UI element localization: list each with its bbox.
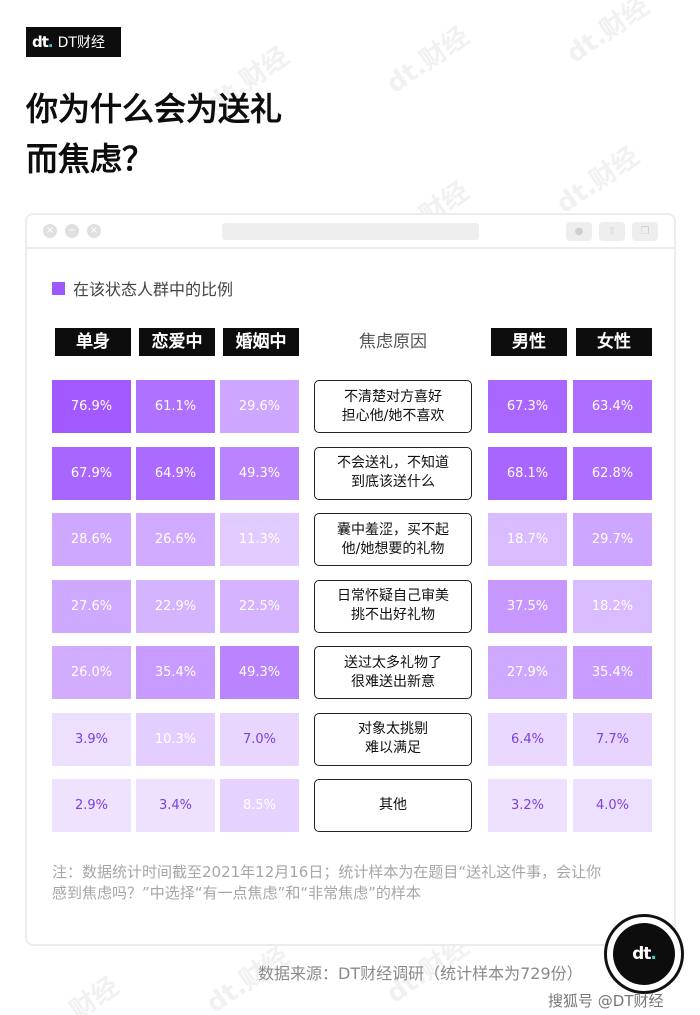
chart-legend: 在该状态人群中的比例	[52, 276, 233, 300]
heatmap-cell: 3.9%	[52, 712, 131, 766]
heatmap-cell: 37.5%	[488, 579, 567, 633]
reason-text: 囊中羞涩，买不起 他/她想要的礼物	[337, 521, 449, 559]
heatmap-cell: 7.7%	[573, 712, 652, 766]
brand-logo: dt. DT财经	[26, 27, 121, 57]
share-icon: ⇧	[599, 222, 625, 241]
reason-line: 不会送礼，不知道	[337, 455, 449, 471]
heatmap-cell: 3.4%	[136, 779, 215, 832]
watermark: dt.财经	[31, 971, 125, 1015]
heatmap-cell: 26.0%	[52, 646, 131, 699]
reason-text: 不会送礼，不知道 到底该送什么	[337, 454, 449, 492]
heatmap-cell: 7.0%	[220, 712, 299, 766]
column-header-reason: 焦虑原因	[359, 332, 427, 352]
reason-line: 其他	[379, 797, 407, 813]
reason-text: 日常怀疑自己审美 挑不出好礼物	[337, 587, 449, 625]
footnote: 注：数据统计时间截至2021年12月16日；统计样本为在题目“送礼这件事，会让你…	[52, 863, 602, 902]
legend-label: 在该状态人群中的比例	[73, 280, 234, 299]
reason-label: 不会送礼，不知道 到底该送什么	[314, 446, 472, 500]
watermark: dt.财经	[551, 141, 645, 220]
record-icon: ●	[566, 222, 592, 241]
reason-line: 很难送出新意	[351, 673, 435, 690]
reason-line: 挑不出好礼物	[351, 607, 435, 623]
reason-label: 日常怀疑自己审美 挑不出好礼物	[314, 579, 472, 633]
footer-credit: 搜狐号 @DT财经	[548, 992, 664, 1010]
heatmap-cell: 8.5%	[220, 779, 299, 832]
reason-text: 送过太多礼物了 很难送出新意	[344, 654, 442, 692]
heatmap-cell: 29.6%	[220, 380, 299, 433]
minimize-icon: −	[65, 224, 79, 238]
heatmap-cell: 3.2%	[488, 779, 567, 832]
heatmap-cell: 28.6%	[52, 513, 131, 566]
heatmap-cell: 10.3%	[136, 712, 215, 766]
column-header-female: 女性	[576, 328, 652, 356]
window-title-bar: × − × ● ⇧ ❐	[27, 215, 674, 249]
heatmap-cell: 27.6%	[52, 579, 131, 633]
reason-line: 他/她想要的礼物	[341, 540, 445, 557]
heatmap-cell: 22.9%	[136, 579, 215, 633]
page-title: 你为什么会为送礼 而焦虑？	[26, 84, 282, 184]
heatmap-cell: 2.9%	[52, 779, 131, 832]
watermark: dt.财经	[561, 0, 655, 70]
heatmap-cell: 22.5%	[220, 579, 299, 633]
legend-swatch	[52, 281, 65, 295]
column-header-male: 男性	[491, 328, 567, 356]
reason-label: 送过太多礼物了 很难送出新意	[314, 646, 472, 699]
reason-line: 送过太多礼物了	[344, 654, 442, 671]
heatmap-cell: 49.3%	[220, 446, 299, 500]
title-line-1: 你为什么会为送礼	[26, 90, 283, 128]
heatmap-cell: 67.9%	[52, 446, 131, 500]
heatmap-cell: 68.1%	[488, 446, 567, 500]
heatmap-cell: 67.3%	[488, 380, 567, 433]
heatmap-cell: 18.7%	[488, 513, 567, 566]
brand-name: DT财经	[57, 35, 105, 51]
heatmap-cell: 18.2%	[573, 579, 652, 633]
reason-line: 不清楚对方喜好	[344, 388, 442, 405]
reason-text: 对象太挑剔 难以满足	[358, 720, 428, 758]
dt-badge-logo: dt.	[613, 923, 675, 985]
heatmap-cell: 63.4%	[573, 380, 652, 433]
reason-line: 日常怀疑自己审美	[337, 588, 449, 604]
title-line-2: 而焦虑？	[26, 140, 155, 178]
heatmap-cell: 64.9%	[136, 446, 215, 500]
heatmap-cell: 29.7%	[573, 513, 652, 566]
close-icon: ×	[43, 224, 57, 238]
column-header-married: 婚姻中	[223, 328, 299, 356]
reason-line: 到底该送什么	[351, 474, 435, 490]
reason-line: 对象太挑剔	[358, 721, 428, 737]
heatmap-cell: 27.9%	[488, 646, 567, 699]
column-header-single: 单身	[55, 328, 131, 356]
reason-line: 囊中羞涩，买不起	[337, 521, 449, 538]
heatmap-cell: 11.3%	[220, 513, 299, 566]
heatmap-cell: 35.4%	[136, 646, 215, 699]
heatmap-cell: 4.0%	[573, 779, 652, 832]
reason-label: 囊中羞涩，买不起 他/她想要的礼物	[314, 513, 472, 566]
heatmap-cell: 62.8%	[573, 446, 652, 500]
heatmap-cell: 61.1%	[136, 380, 215, 433]
watermark: dt.财经	[381, 21, 475, 100]
reason-label: 对象太挑剔 难以满足	[314, 712, 472, 766]
dt-logo-icon: dt.	[32, 33, 54, 51]
reason-text: 不清楚对方喜好 担心他/她不喜欢	[342, 388, 445, 426]
data-source: 数据来源：DT财经调研（统计样本为729份）	[258, 964, 583, 983]
reason-label: 不清楚对方喜好 担心他/她不喜欢	[314, 380, 472, 433]
reason-label: 其他	[314, 779, 472, 832]
heatmap-cell: 35.4%	[573, 646, 652, 699]
heatmap-cell: 26.6%	[136, 513, 215, 566]
heatmap-cell: 49.3%	[220, 646, 299, 699]
column-header-dating: 恋爱中	[139, 328, 215, 356]
reason-line: 担心他/她不喜欢	[341, 407, 445, 424]
address-bar	[222, 223, 479, 240]
maximize-icon: ×	[87, 224, 101, 238]
reason-line: 难以满足	[365, 740, 421, 756]
dt-badge-icon: dt.	[604, 914, 684, 994]
heatmap-cell: 76.9%	[52, 380, 131, 433]
heatmap-cell: 6.4%	[488, 712, 567, 766]
reason-text: 其他	[379, 796, 407, 815]
tabs-icon: ❐	[632, 222, 658, 241]
